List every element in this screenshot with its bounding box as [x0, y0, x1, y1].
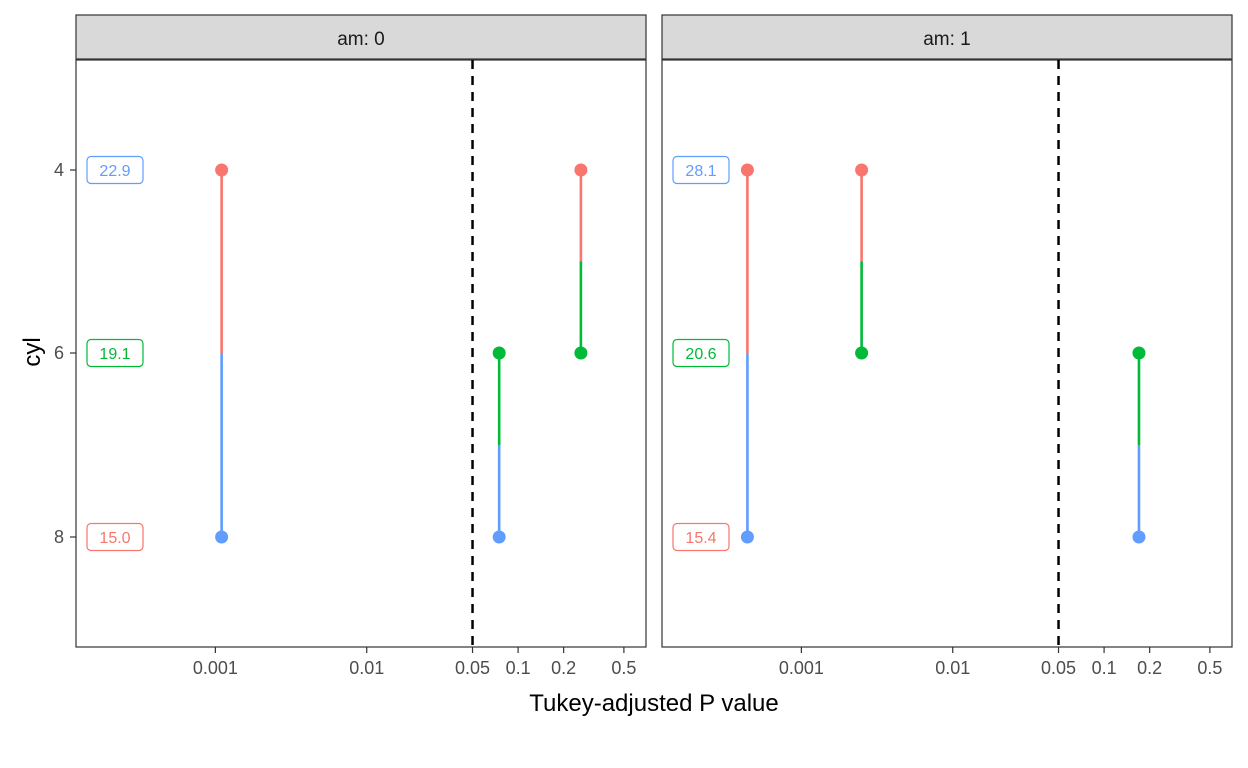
comparison-point-4 [574, 163, 588, 177]
mean-label-box [672, 522, 730, 552]
mean-label-box [86, 155, 144, 185]
mean-label-box [672, 338, 730, 368]
comparison-point-8 [492, 530, 506, 544]
x-tick-label: 0.01 [935, 658, 970, 678]
x-tick-label: 0.2 [551, 658, 576, 678]
mean-label-6: 20.6 [685, 346, 716, 363]
comparison-point-6 [574, 346, 588, 360]
x-tick-label: 0.001 [193, 658, 238, 678]
mean-label-4: 28.1 [685, 163, 716, 180]
x-tick-label: 0.5 [611, 658, 636, 678]
comparison-point-6 [855, 346, 869, 360]
x-tick-label: 0.001 [779, 658, 824, 678]
comparison-point-8 [215, 530, 229, 544]
mean-label-box [86, 338, 144, 368]
mean-label-6: 19.1 [99, 346, 130, 363]
comparison-point-8 [740, 530, 754, 544]
comparison-point-4 [215, 163, 229, 177]
facet-strip [661, 14, 1233, 60]
comparison-point-6 [1132, 346, 1146, 360]
x-tick-label: 0.05 [1041, 658, 1076, 678]
panel-area [75, 59, 647, 648]
y-tick-label: 4 [54, 160, 64, 180]
comparison-point-6 [492, 346, 506, 360]
y-tick-label: 6 [54, 343, 64, 363]
mean-label-8: 15.0 [99, 530, 130, 547]
x-tick-label: 0.1 [506, 658, 531, 678]
mean-label-4: 22.9 [99, 163, 130, 180]
mean-label-box [672, 155, 730, 185]
facet-strip [75, 14, 647, 60]
x-tick-label: 0.1 [1092, 658, 1117, 678]
x-tick-label: 0.05 [455, 658, 490, 678]
facet-panel-0: am: 0 0.001 0.01 0.05 0.1 0.2 0.5 22.9 19.1 15.0 [75, 14, 647, 678]
comparison-point-8 [1132, 530, 1146, 544]
facet-strip-label: am: 1 [923, 29, 971, 50]
x-axis-title: Tukey-adjusted P value [529, 690, 778, 717]
mean-label-box [86, 522, 144, 552]
x-tick-label: 0.2 [1137, 658, 1162, 678]
comparison-point-4 [740, 163, 754, 177]
mean-label-8: 15.4 [685, 530, 716, 547]
comparison-point-4 [855, 163, 869, 177]
facet-panels: 4 6 8 am: 0 0.001 0.01 0.05 0.1 0.2 0.5 22.9 19.1 15… [54, 14, 1233, 678]
facet-strip-label: am: 0 [337, 29, 385, 50]
x-tick-label: 0.5 [1197, 658, 1222, 678]
x-tick-label: 0.01 [349, 658, 384, 678]
y-tick-label: 8 [54, 527, 64, 547]
facet-panel-1: am: 1 0.001 0.01 0.05 0.1 0.2 0.5 28.1 20.6 15.4 [661, 14, 1233, 678]
y-axis-title: cyl [19, 337, 46, 366]
